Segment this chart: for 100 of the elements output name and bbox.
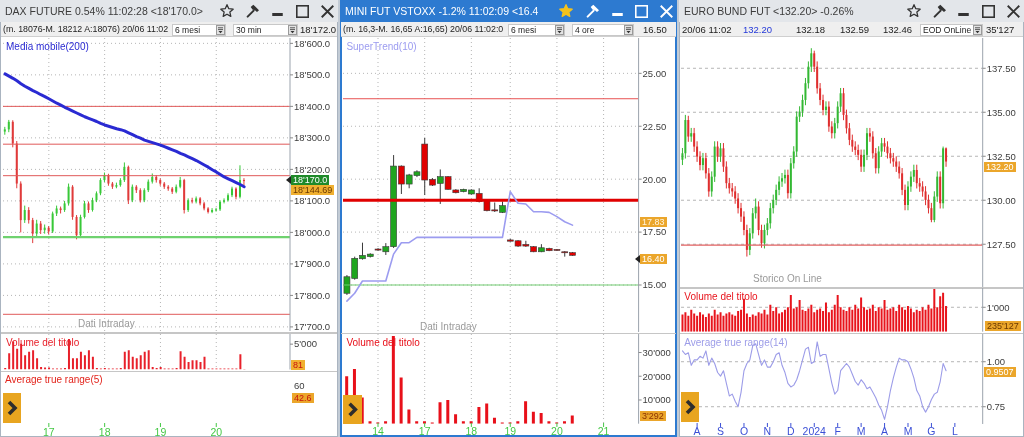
bar xyxy=(79,351,82,370)
bar xyxy=(883,299,886,332)
x-tick-label: A xyxy=(881,426,889,437)
bar xyxy=(8,353,11,370)
candlestick xyxy=(75,214,78,240)
candlestick xyxy=(945,146,948,168)
x-tick-label: G xyxy=(927,426,936,437)
bar xyxy=(769,304,772,332)
text: 132.20 xyxy=(742,23,773,37)
y-tick-label: 22.50 xyxy=(642,120,667,132)
bar xyxy=(143,351,146,370)
select-field: 6 mesi xyxy=(172,24,226,36)
y-tick-label: 18'400.0 xyxy=(294,100,331,112)
y-tick-label: 130.00 xyxy=(986,194,1016,206)
bar xyxy=(696,315,699,332)
candlestick xyxy=(79,214,82,238)
text: 42.6 xyxy=(292,393,314,403)
bar xyxy=(866,309,869,332)
candlestick xyxy=(191,197,194,204)
candlestick xyxy=(51,211,54,234)
bar xyxy=(28,351,31,370)
bar xyxy=(123,351,126,370)
x-tick-label: A xyxy=(693,426,701,437)
bar xyxy=(571,415,575,424)
x-tick-label: F xyxy=(834,426,842,437)
y-tick-label: 20.00 xyxy=(642,173,667,185)
x-tick-label: L xyxy=(952,426,959,437)
bar xyxy=(454,414,458,424)
bar xyxy=(75,358,78,370)
bar xyxy=(763,309,766,332)
bar xyxy=(524,401,528,424)
chart-subtitle: 20/06 11:02 xyxy=(681,23,732,37)
x-tick-label: N xyxy=(763,426,772,437)
bar xyxy=(819,308,822,332)
bar xyxy=(913,312,916,332)
y-tick-label: 127.50 xyxy=(986,238,1016,250)
bar xyxy=(731,314,734,332)
bar xyxy=(16,348,19,370)
series-label: Average true range(14) xyxy=(684,337,788,349)
bar xyxy=(36,358,39,370)
select-field: 6 mesi xyxy=(508,24,565,36)
bar xyxy=(48,367,51,370)
bar xyxy=(713,309,716,332)
select-field: 4 ore xyxy=(572,24,634,36)
bar xyxy=(477,407,481,424)
bar xyxy=(183,356,186,370)
text: 60 xyxy=(294,380,305,392)
y-tick-label: 5'000 xyxy=(294,338,317,350)
bar xyxy=(942,292,945,332)
candlestick xyxy=(916,164,919,189)
candlestick xyxy=(123,161,126,183)
y-tick-label: 30'000 xyxy=(642,346,672,358)
text: 16.50 xyxy=(642,23,667,37)
bar xyxy=(540,413,544,424)
bar xyxy=(722,315,725,332)
candlestick xyxy=(67,183,70,207)
bar xyxy=(939,296,942,332)
bar xyxy=(728,312,731,332)
bar xyxy=(760,313,763,332)
text: 17.83 xyxy=(639,216,667,227)
series-label: Volume del titolo xyxy=(684,291,758,303)
bar xyxy=(904,309,907,332)
x-tick-label: M xyxy=(903,426,913,437)
bar xyxy=(71,358,74,370)
bar xyxy=(854,304,857,332)
y-tick-label: 1.00 xyxy=(986,356,1006,368)
select-field: 30 min xyxy=(233,24,298,36)
bar xyxy=(784,309,787,332)
bar xyxy=(924,309,927,332)
bar xyxy=(44,367,47,370)
x-tick-label: 2024 xyxy=(802,426,827,437)
bar xyxy=(921,307,924,332)
bar xyxy=(743,298,746,332)
x-tick-label: 19 xyxy=(504,426,517,437)
bar xyxy=(775,307,778,332)
bar xyxy=(203,356,206,370)
y-tick-label: 18'200.0 xyxy=(294,163,331,175)
bar xyxy=(860,297,863,332)
bar xyxy=(485,403,489,424)
candlestick xyxy=(31,217,34,244)
text: 18'172.0 xyxy=(300,23,337,37)
bar xyxy=(933,288,936,332)
y-tick-label: 135.00 xyxy=(986,106,1016,118)
bar xyxy=(139,355,142,370)
chart-title: DAX FUTURE 0.54% 11:02:28 <18'170.0> xyxy=(5,4,203,18)
bar xyxy=(845,310,848,332)
y-tick-label: 15.00 xyxy=(642,279,667,291)
text: Media mobile(200) xyxy=(6,41,89,53)
bar xyxy=(901,307,904,332)
bar xyxy=(781,312,784,332)
text: 16.40 xyxy=(639,253,667,264)
text: 132.46 xyxy=(882,23,913,37)
text: 235'127 xyxy=(984,321,1021,331)
y-tick-label: 17'900.0 xyxy=(294,258,331,270)
text: 3'292 xyxy=(639,410,666,421)
bar xyxy=(532,411,536,424)
annotation: Storico On Line xyxy=(752,273,822,285)
candlestick xyxy=(215,207,218,213)
bar xyxy=(91,356,94,370)
x-tick-label: 18 xyxy=(465,426,478,437)
